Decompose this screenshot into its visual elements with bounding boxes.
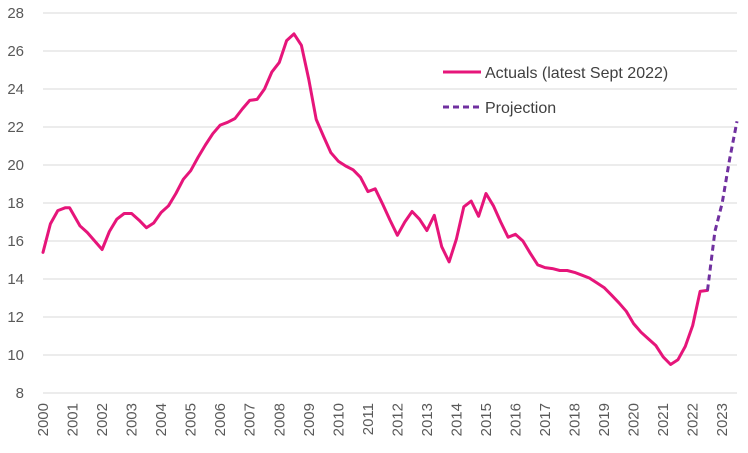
y-tick-label: 16 bbox=[7, 233, 24, 250]
x-tick-label: 2009 bbox=[301, 403, 318, 436]
x-tick-label: 2017 bbox=[537, 403, 554, 436]
x-tick-label: 2010 bbox=[330, 403, 347, 436]
series-lines bbox=[41, 32, 739, 366]
x-tick-label: 2008 bbox=[271, 403, 288, 436]
x-tick-label: 2011 bbox=[360, 403, 377, 435]
y-tick-label: 24 bbox=[7, 81, 24, 98]
x-tick-label: 2014 bbox=[448, 403, 465, 436]
x-tick-label: 2013 bbox=[419, 403, 436, 436]
series-line-actuals bbox=[41, 32, 709, 366]
legend-label-projection: Projection bbox=[485, 100, 556, 117]
x-tick-label: 2001 bbox=[65, 403, 82, 436]
x-tick-label: 2012 bbox=[389, 403, 406, 436]
y-tick-label: 12 bbox=[7, 309, 24, 326]
x-tick-label: 2003 bbox=[124, 403, 141, 436]
x-tick-label: 2002 bbox=[94, 403, 111, 436]
y-tick-label: 14 bbox=[7, 271, 24, 288]
x-axis-ticks: 2000 2001 2002 2003 2004 2005 2006 2007 2008 2009… bbox=[35, 403, 731, 436]
y-tick-label: 22 bbox=[7, 119, 24, 136]
y-tick-label: 28 bbox=[7, 5, 24, 22]
x-tick-label: 2019 bbox=[596, 403, 613, 436]
x-tick-label: 2006 bbox=[212, 403, 229, 436]
y-tick-label: 20 bbox=[7, 157, 24, 174]
series-line-projection bbox=[706, 121, 739, 291]
x-tick-label: 2005 bbox=[183, 403, 200, 436]
x-tick-label: 2015 bbox=[478, 403, 495, 436]
y-axis-ticks: 8 10 12 14 16 18 20 22 24 26 28 bbox=[7, 5, 24, 402]
x-tick-label: 2023 bbox=[714, 403, 731, 436]
y-tick-label: 10 bbox=[7, 347, 24, 364]
legend: Actuals (latest Sept 2022) Projection bbox=[443, 65, 668, 117]
x-tick-label: 2022 bbox=[685, 403, 702, 436]
y-tick-label: 26 bbox=[7, 43, 24, 60]
x-tick-label: 2018 bbox=[567, 403, 584, 436]
gridlines bbox=[43, 12, 737, 394]
x-tick-label: 2016 bbox=[508, 403, 525, 436]
y-tick-label: 8 bbox=[16, 385, 24, 402]
x-tick-label: 2007 bbox=[242, 403, 259, 436]
x-tick-label: 2021 bbox=[655, 403, 672, 436]
x-tick-label: 2020 bbox=[626, 403, 643, 436]
x-tick-label: 2000 bbox=[35, 403, 52, 436]
y-tick-label: 18 bbox=[7, 195, 24, 212]
legend-label-actuals: Actuals (latest Sept 2022) bbox=[485, 65, 668, 82]
x-tick-label: 2004 bbox=[153, 403, 170, 436]
